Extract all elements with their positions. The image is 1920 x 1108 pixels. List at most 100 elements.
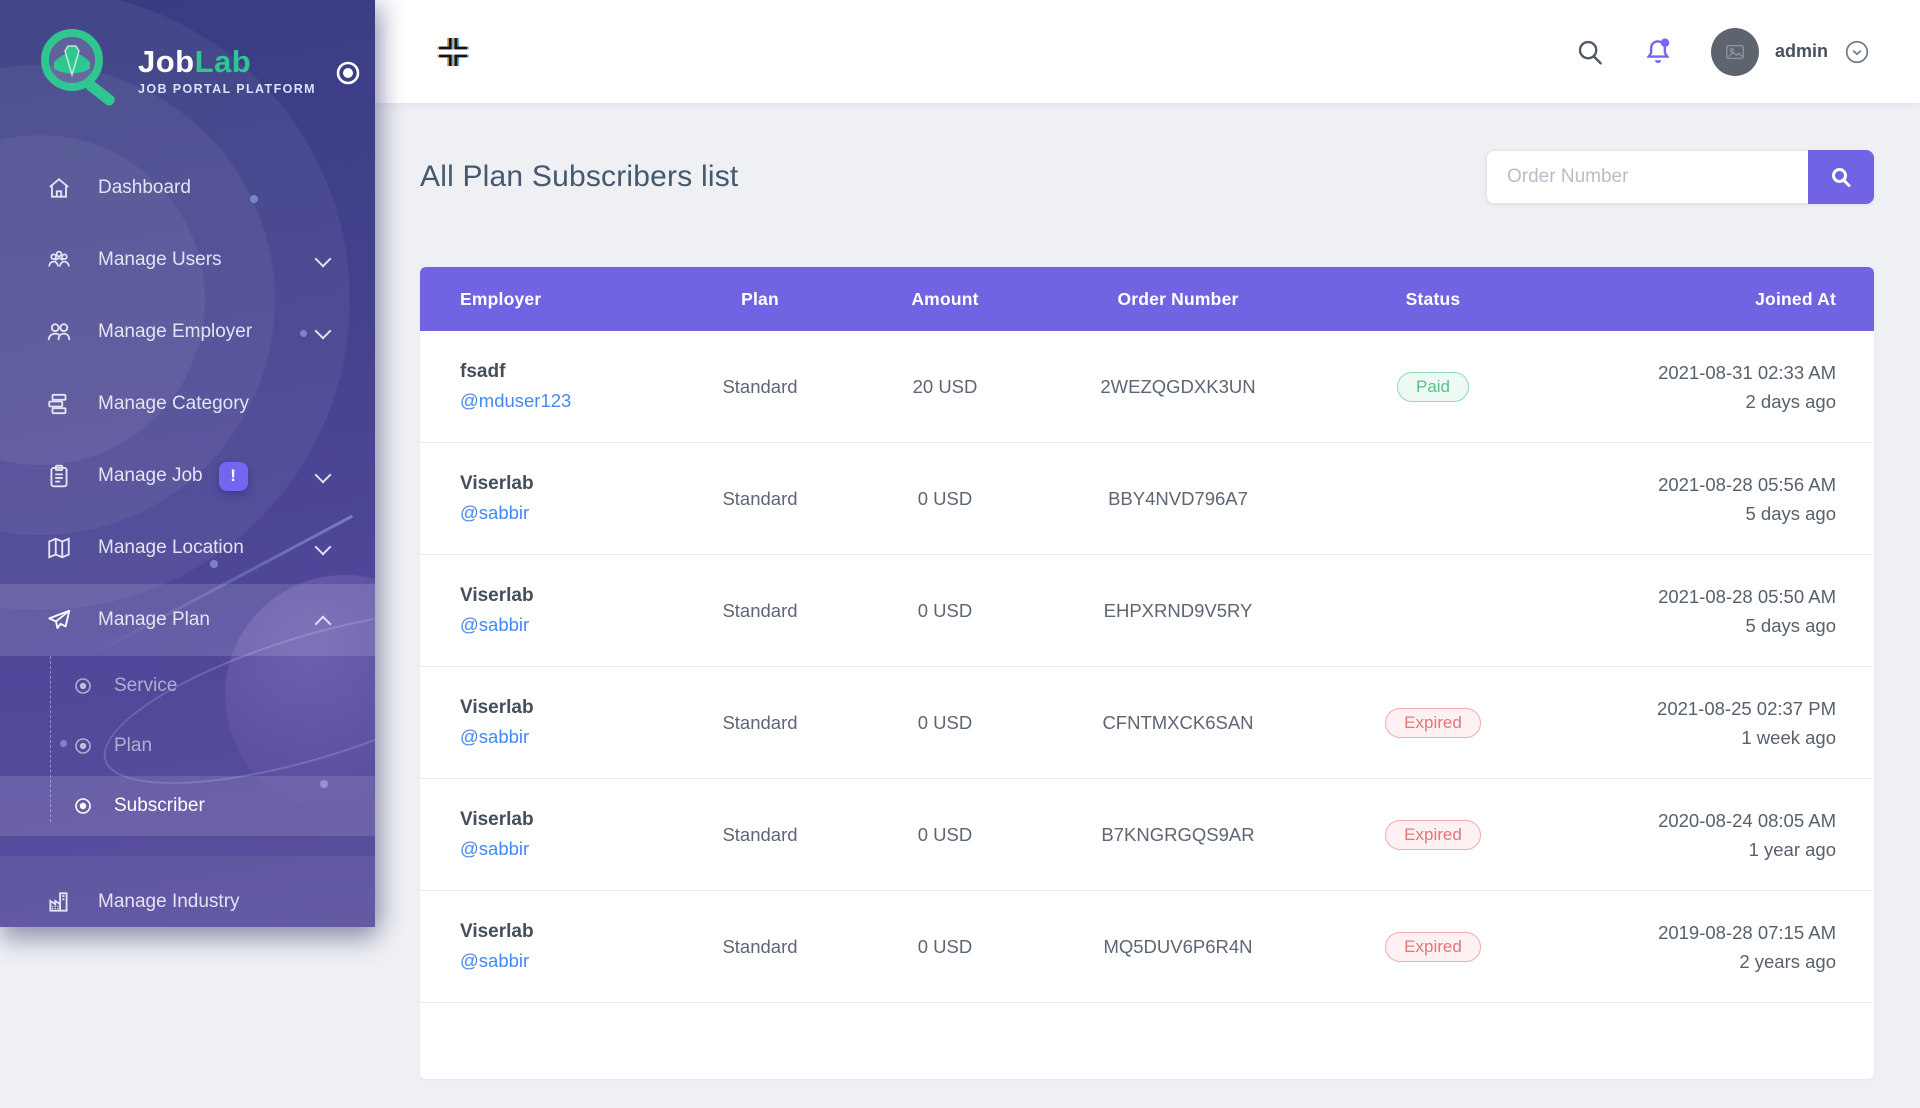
- joined-date: 2019-08-28 07:15 AM: [1658, 921, 1836, 943]
- decorative-dot: [210, 560, 218, 568]
- order-number-cell: MQ5DUV6P6R4N: [1030, 890, 1326, 1003]
- sidebar-subitem-service[interactable]: Service: [0, 656, 375, 716]
- avatar: [1710, 27, 1759, 76]
- employer-username-link[interactable]: @sabbir: [460, 838, 530, 859]
- sidebar-item-manage-users[interactable]: Manage Users: [0, 224, 375, 296]
- plan-cell: Standard: [660, 554, 860, 667]
- employer-username-link[interactable]: @mduser123: [460, 390, 572, 411]
- bell-icon[interactable]: [1643, 37, 1673, 67]
- joined-date: 2021-08-31 02:33 AM: [1658, 361, 1836, 383]
- table-row: Viserlab @sabbir Standard 0 USD EHPXRND9…: [420, 554, 1874, 667]
- joined-ago: 1 year ago: [1748, 838, 1836, 860]
- circle-dot-icon: [74, 737, 92, 755]
- sidebar-subitem-label: Service: [114, 675, 178, 696]
- employer-username-link[interactable]: @sabbir: [460, 614, 530, 635]
- status-badge: Paid: [1396, 371, 1470, 402]
- sidebar-compress-icon[interactable]: [437, 36, 469, 68]
- two-users-icon: [46, 319, 72, 345]
- user-menu[interactable]: admin: [1710, 27, 1870, 76]
- order-search-button[interactable]: [1808, 150, 1874, 204]
- table-row: Viserlab @sabbir Standard 0 USD CFNTMXCK…: [420, 666, 1874, 779]
- chevron-down-icon: [1844, 39, 1870, 65]
- sidebar-subitem-plan[interactable]: Plan: [0, 716, 375, 776]
- employer-name: Viserlab: [460, 809, 534, 830]
- employer-username-link[interactable]: @sabbir: [460, 726, 530, 747]
- chevron-up-icon: [314, 615, 332, 633]
- logo-title-primary: Job: [138, 44, 195, 79]
- sidebar-item-manage-category[interactable]: Manage Category: [0, 368, 375, 440]
- amount-cell: 0 USD: [860, 890, 1030, 1003]
- map-icon: [46, 535, 72, 561]
- plan-cell: Standard: [660, 666, 860, 779]
- category-icon: [46, 391, 72, 417]
- circle-dot-icon: [74, 677, 92, 695]
- employer-username-link[interactable]: @sabbir: [460, 502, 530, 523]
- employer-name: Viserlab: [460, 921, 534, 942]
- employer-name: Viserlab: [460, 585, 534, 606]
- table-header: Employer Plan Amount Order Number Status…: [420, 267, 1874, 331]
- search-icon[interactable]: [1575, 37, 1605, 67]
- sidebar-item-manage-employer[interactable]: Manage Employer: [0, 296, 375, 368]
- plan-cell: Standard: [660, 778, 860, 891]
- column-header-plan: Plan: [660, 267, 860, 331]
- sidebar: JobLab JOB PORTAL PLATFORM Dashboard: [0, 0, 375, 927]
- top-bar-actions: admin: [1575, 27, 1870, 76]
- subscribers-table-card: Employer Plan Amount Order Number Status…: [420, 267, 1874, 1079]
- status-badge: Expired: [1385, 931, 1481, 962]
- magnifier-tie-logo-icon: [32, 22, 128, 119]
- sidebar-subitem-label: Plan: [114, 735, 153, 756]
- paper-plane-icon: [46, 607, 72, 633]
- order-number-cell: BBY4NVD796A7: [1030, 442, 1326, 555]
- sidebar-pin-toggle-icon[interactable]: [335, 60, 361, 91]
- job-alert-badge: !: [218, 461, 248, 491]
- sidebar-item-label: Manage Industry: [98, 890, 240, 912]
- order-number-cell: 2WEZQGDXK3UN: [1030, 331, 1326, 443]
- amount-cell: 0 USD: [860, 778, 1030, 891]
- status-badge: Expired: [1385, 707, 1481, 738]
- chevron-down-icon: [314, 250, 332, 268]
- sidebar-item-manage-industry[interactable]: Manage Industry: [0, 856, 375, 927]
- users-group-icon: [46, 247, 72, 273]
- user-name: admin: [1774, 41, 1828, 61]
- joined-date: 2021-08-28 05:50 AM: [1658, 585, 1836, 607]
- amount-cell: 0 USD: [860, 666, 1030, 779]
- page-title: All Plan Subscribers list: [420, 160, 739, 193]
- decorative-dot: [60, 740, 67, 747]
- joined-ago: 5 days ago: [1745, 502, 1836, 524]
- title-row: All Plan Subscribers list: [420, 150, 1874, 204]
- subscribers-table: Employer Plan Amount Order Number Status…: [420, 267, 1874, 1003]
- column-header-order-number: Order Number: [1030, 267, 1326, 331]
- sidebar-item-manage-location[interactable]: Manage Location: [0, 512, 375, 584]
- amount-cell: 20 USD: [860, 331, 1030, 443]
- clipboard-icon: [46, 463, 72, 489]
- joined-ago: 1 week ago: [1741, 726, 1836, 748]
- sidebar-subitem-subscriber[interactable]: Subscriber: [0, 776, 375, 836]
- logo-subtitle: JOB PORTAL PLATFORM: [138, 82, 316, 96]
- joined-date: 2021-08-25 02:37 PM: [1657, 697, 1836, 719]
- plan-cell: Standard: [660, 890, 860, 1003]
- sidebar-nav: Dashboard Manage Users Manage: [0, 152, 375, 927]
- sidebar-item-dashboard[interactable]: Dashboard: [0, 152, 375, 224]
- decorative-dot: [320, 780, 328, 788]
- employer-name: Viserlab: [460, 697, 534, 718]
- sidebar-item-label: Manage Users: [98, 249, 222, 270]
- sidebar-item-manage-plan[interactable]: Manage Plan: [0, 584, 375, 656]
- chevron-down-icon: [314, 322, 332, 340]
- plan-cell: Standard: [660, 331, 860, 443]
- employer-username-link[interactable]: @sabbir: [460, 950, 530, 971]
- sidebar-item-manage-job[interactable]: Manage Job !: [0, 440, 375, 512]
- circle-dot-icon: [74, 797, 92, 815]
- sidebar-item-label: Dashboard: [98, 177, 191, 198]
- column-header-amount: Amount: [860, 267, 1030, 331]
- order-number-input[interactable]: [1486, 150, 1808, 204]
- joined-ago: 2 days ago: [1745, 390, 1836, 412]
- logo-title-secondary: Lab: [194, 44, 252, 79]
- column-header-status: Status: [1326, 267, 1540, 331]
- order-number-cell: CFNTMXCK6SAN: [1030, 666, 1326, 779]
- sidebar-subitem-label: Subscriber: [114, 795, 205, 816]
- table-row: Viserlab @sabbir Standard 0 USD B7KNGRGQ…: [420, 778, 1874, 891]
- top-bar: admin: [375, 0, 1920, 103]
- app-logo[interactable]: JobLab JOB PORTAL PLATFORM: [32, 22, 316, 119]
- joined-ago: 2 years ago: [1739, 950, 1836, 972]
- column-header-employer: Employer: [420, 267, 660, 331]
